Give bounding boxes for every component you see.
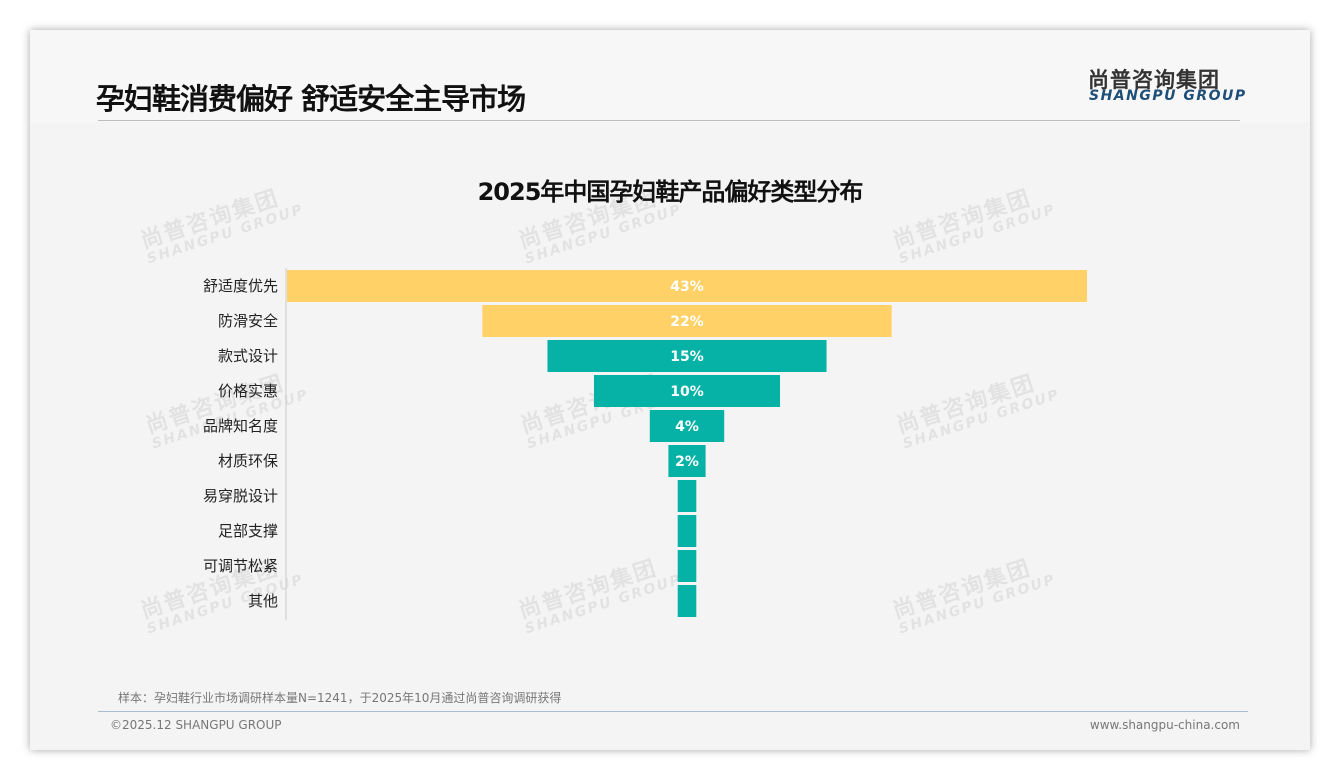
category-label: 其他 xyxy=(248,592,278,610)
logo-cn: 尚普咨询集团 xyxy=(1088,68,1220,92)
chart-title: 2025年中国孕妇鞋产品偏好类型分布 xyxy=(477,178,864,206)
sample-note: 样本：孕妇鞋行业市场调研样本量N=1241，于2025年10月通过尚普咨询调研获… xyxy=(118,691,562,705)
data-label: 22% xyxy=(670,314,704,330)
logo-en: SHANGPU GROUP xyxy=(1089,88,1247,104)
funnel-bar xyxy=(668,445,706,477)
copyright: ©2025.12 SHANGPU GROUP xyxy=(110,718,282,732)
funnel-chart: 舒适度优先 43% 防滑安全 22% 款式设计 15% 价格实惠 10% 品牌知名度 4% 材质环保… xyxy=(203,268,1087,620)
funnel-bar xyxy=(593,375,781,407)
funnel-bar xyxy=(677,480,697,512)
funnel-bar xyxy=(649,410,725,442)
funnel-bar xyxy=(287,270,1087,302)
header xyxy=(30,30,1310,122)
data-label: 10% xyxy=(670,384,704,400)
data-label: 43% xyxy=(670,279,704,295)
data-label: 2% xyxy=(675,454,699,470)
funnel-bar xyxy=(677,550,697,582)
category-label: 价格实惠 xyxy=(218,382,278,400)
category-label: 品牌知名度 xyxy=(203,417,278,435)
header-divider xyxy=(98,120,1240,121)
category-label: 款式设计 xyxy=(218,347,278,365)
funnel-bar xyxy=(677,585,697,617)
category-label: 材质环保 xyxy=(218,452,278,470)
category-label: 易穿脱设计 xyxy=(203,487,278,505)
page-title: 孕妇鞋消费偏好 舒适安全主导市场 xyxy=(96,82,526,116)
funnel-bar xyxy=(482,305,892,337)
funnel-bar xyxy=(547,340,827,372)
category-label: 防滑安全 xyxy=(218,312,278,330)
category-label: 可调节松紧 xyxy=(203,557,278,575)
category-label: 足部支撑 xyxy=(218,522,278,540)
funnel-bar xyxy=(677,515,697,547)
website-url: www.shangpu-china.com xyxy=(1089,718,1240,732)
slide: 孕妇鞋消费偏好 舒适安全主导市场 尚普咨询集团 SHANGPU GROUP 尚普… xyxy=(30,30,1310,750)
category-label: 舒适度优先 xyxy=(203,277,278,295)
data-label: 15% xyxy=(670,349,704,365)
data-label: 4% xyxy=(675,419,699,435)
footer-divider xyxy=(98,711,1248,712)
